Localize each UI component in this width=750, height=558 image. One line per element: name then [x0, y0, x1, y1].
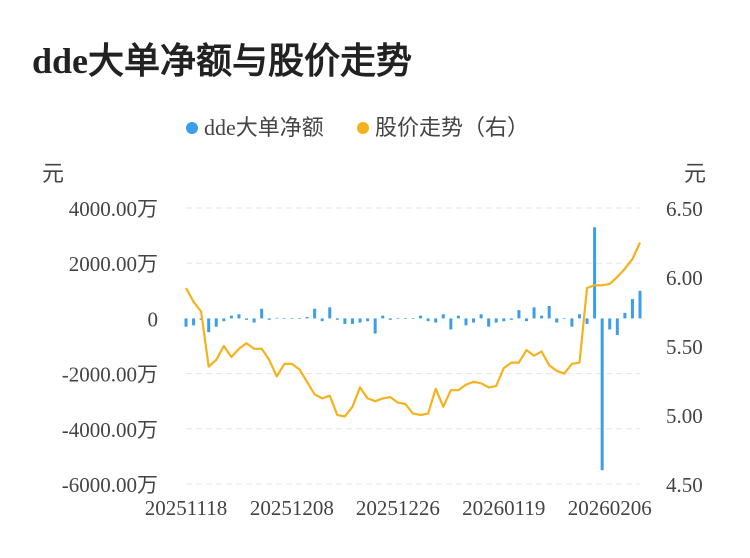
x-tick-label: 20260206	[568, 496, 652, 520]
right-tick-label: 5.50	[666, 335, 703, 359]
dde-bar	[366, 318, 370, 322]
legend-label-dde: dde大单净额	[204, 115, 324, 140]
gridlines	[186, 207, 640, 485]
dde-bar	[441, 314, 445, 319]
left-axis-unit: 元	[42, 161, 65, 186]
right-axis-unit: 元	[684, 161, 707, 186]
legend-item-price[interactable]: 股价走势（右）	[357, 110, 529, 142]
price-line-layer	[185, 242, 642, 418]
x-tick-label: 20260119	[462, 496, 545, 520]
dde-bar	[562, 318, 566, 319]
right-tick-label: 6.00	[666, 266, 703, 290]
dde-bar	[350, 318, 354, 324]
dde-bar	[532, 307, 536, 319]
dde-bar	[373, 318, 377, 334]
right-axis-ticks: 6.50 6.00 5.50 5.00 4.50	[666, 197, 703, 497]
dde-bar	[479, 314, 483, 319]
left-tick-label: -2000.00万	[62, 363, 158, 387]
left-axis-ticks: 4000.00万 2000.00万 0 -2000.00万 -4000.00万 -6000…	[62, 197, 158, 497]
legend-swatch-dde	[186, 121, 198, 134]
dde-bar	[320, 318, 324, 322]
dde-bar	[577, 314, 581, 319]
dde-bar	[313, 308, 317, 319]
dde-bar	[388, 318, 392, 320]
dde-bar	[464, 318, 468, 326]
right-tick-label: 6.50	[666, 197, 703, 221]
dde-bar	[419, 315, 423, 319]
dde-bar	[207, 318, 211, 333]
dde-bar	[509, 318, 513, 320]
dde-bar	[456, 315, 460, 319]
legend-item-dde[interactable]: dde大单净额	[186, 110, 324, 142]
price-line	[185, 242, 642, 418]
dde-bar	[184, 318, 188, 327]
dde-bar	[540, 315, 544, 319]
x-tick-label: 20251208	[250, 496, 334, 520]
dde-bar	[608, 318, 612, 330]
dde-bar	[411, 318, 415, 319]
dde-bar	[600, 318, 604, 471]
dde-bar	[328, 307, 332, 319]
dde-bar	[335, 318, 339, 320]
dde-bar	[638, 290, 642, 319]
dde-bar	[358, 318, 362, 323]
left-tick-label: -4000.00万	[62, 418, 158, 442]
dde-bar	[222, 318, 226, 322]
dde-bar	[381, 315, 385, 319]
dde-bar	[298, 318, 301, 319]
right-tick-label: 4.50	[666, 473, 703, 497]
dde-bar	[502, 318, 506, 322]
x-axis-ticks: 20251118 20251208 20251226 20260119 20260206	[145, 496, 652, 520]
legend: dde大单净额 股价走势（右）	[0, 110, 750, 140]
dde-bar	[615, 318, 619, 335]
left-tick-label: -6000.00万	[62, 473, 158, 497]
left-tick-label: 2000.00万	[69, 252, 158, 276]
dde-bar	[343, 318, 347, 324]
dde-bar	[267, 318, 271, 320]
dde-bar	[260, 308, 264, 319]
dde-bar	[487, 318, 491, 327]
dde-bar	[570, 318, 574, 327]
dde-bar	[282, 318, 286, 319]
dde-bar	[305, 317, 309, 319]
dde-bar	[229, 315, 233, 319]
x-tick-label: 20251118	[145, 496, 227, 520]
legend-label-price: 股价走势（右）	[375, 115, 530, 140]
left-tick-label: 0	[148, 307, 159, 331]
dde-bar	[214, 318, 218, 327]
chart-title: dde大单净额与股价走势	[32, 41, 413, 81]
left-tick-label: 4000.00万	[69, 197, 158, 221]
x-tick-label: 20251226	[356, 496, 440, 520]
dde-bar	[494, 318, 498, 323]
dde-bar	[403, 318, 407, 319]
dde-bar	[585, 318, 589, 324]
dde-bar	[290, 318, 294, 319]
dde-bars	[184, 227, 642, 471]
dde-bar	[517, 310, 521, 319]
dde-bar	[237, 314, 241, 319]
dde-bar	[593, 227, 597, 319]
dde-bar	[192, 318, 196, 326]
dde-bar	[426, 318, 430, 322]
right-tick-label: 5.00	[666, 404, 703, 428]
dde-bar	[472, 318, 476, 323]
dde-bar	[449, 318, 453, 330]
dde-bar	[245, 318, 249, 320]
dde-bar	[396, 318, 400, 319]
dde-bar	[252, 318, 256, 323]
dde-bar	[630, 299, 634, 319]
legend-swatch-price	[357, 121, 369, 134]
dde-bar	[547, 305, 551, 319]
dde-bar	[525, 318, 528, 322]
dde-bar	[623, 312, 627, 319]
dde-bar	[275, 317, 279, 319]
dde-bar	[555, 318, 559, 323]
dde-bar	[434, 318, 438, 323]
